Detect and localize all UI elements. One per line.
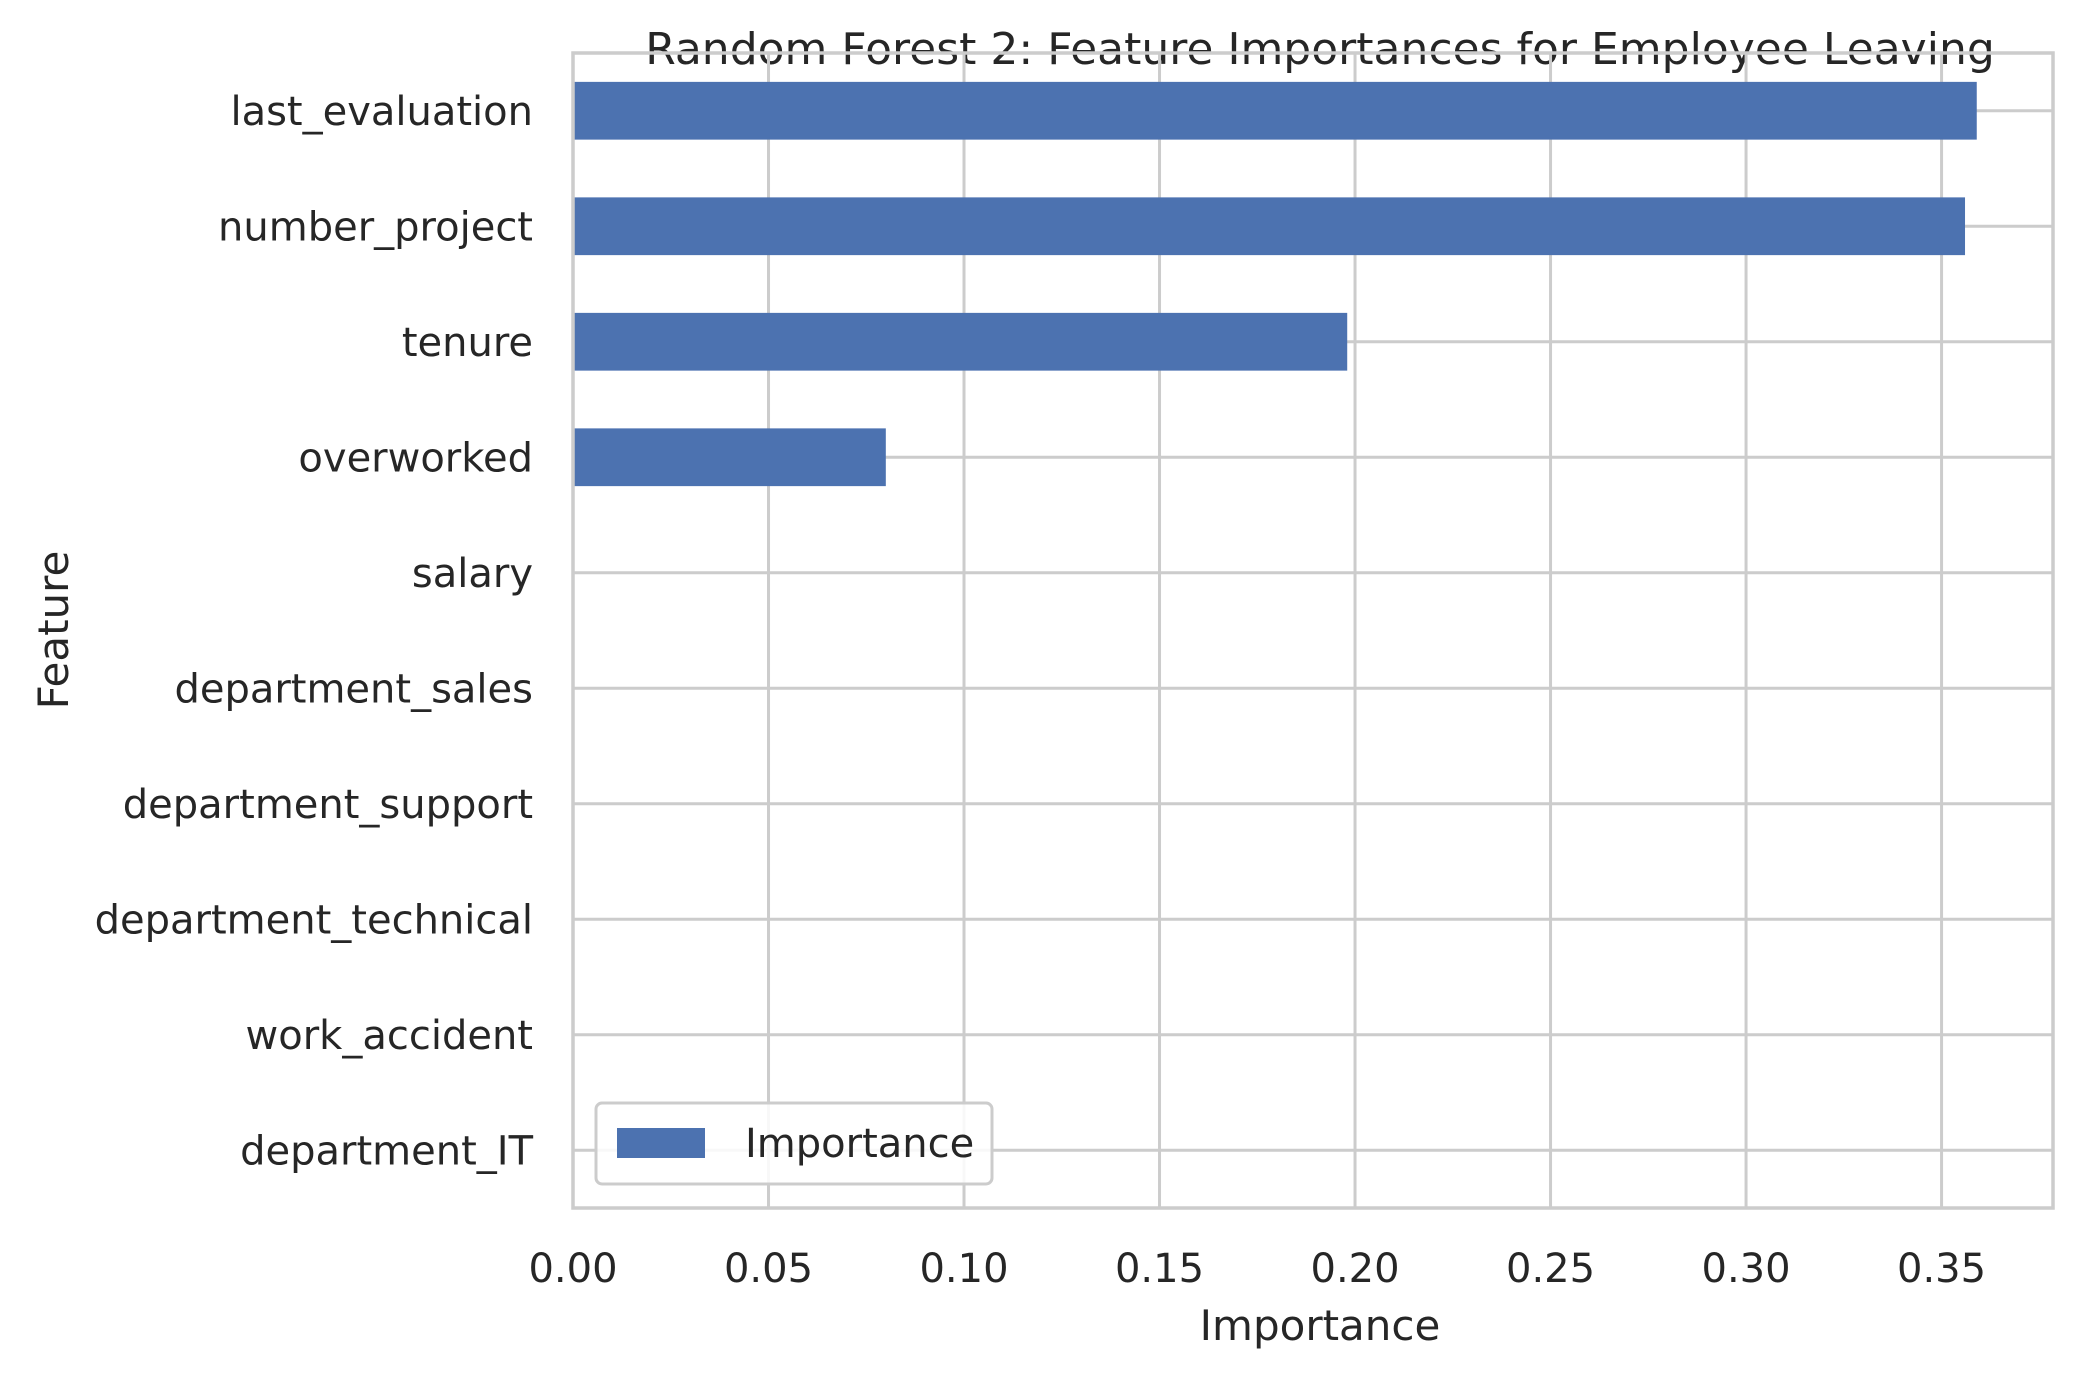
x-tick-label: 0.35 [1897,1246,1986,1292]
x-tick-label: 0.25 [1506,1246,1595,1292]
y-tick-label: salary [412,551,533,597]
bar-tenure [573,312,1348,371]
y-tick-label: department_IT [240,1128,533,1174]
y-axis-label: Feature [29,551,78,710]
y-tick-label: number_project [218,204,533,250]
x-tick-labels: 0.00 0.05 0.10 0.15 0.20 0.25 0.30 0.35 [528,1246,1986,1292]
x-tick-label: 0.05 [724,1246,813,1292]
y-tick-label: department_technical [95,897,533,943]
y-tick-label: department_sales [174,666,533,712]
legend: Importance [594,1101,994,1186]
x-tick-label: 0.10 [919,1246,1008,1292]
x-tick-label: 0.30 [1702,1246,1791,1292]
x-tick-label: 0.15 [1115,1246,1204,1292]
legend-label: Importance [745,1121,974,1167]
y-tick-label: last_evaluation [230,89,533,135]
x-axis-label: Importance [1200,1301,1441,1350]
x-tick-label: 0.20 [1311,1246,1400,1292]
y-tick-label: work_accident [246,1013,533,1059]
legend-swatch [617,1128,705,1158]
bar-number_project [573,197,1966,256]
plot-frame [571,51,2055,1210]
y-tick-label: tenure [402,320,533,366]
chart-title: Random Forest 2: Feature Importances for… [645,24,1995,75]
bar-last_evaluation [573,81,1977,140]
y-tick-label: overworked [298,435,533,481]
y-tick-label: department_support [123,782,533,828]
bar-overworked [573,428,886,487]
legend-box [594,1101,994,1186]
bars [573,81,1977,487]
x-tick-label: 0.00 [528,1246,617,1292]
